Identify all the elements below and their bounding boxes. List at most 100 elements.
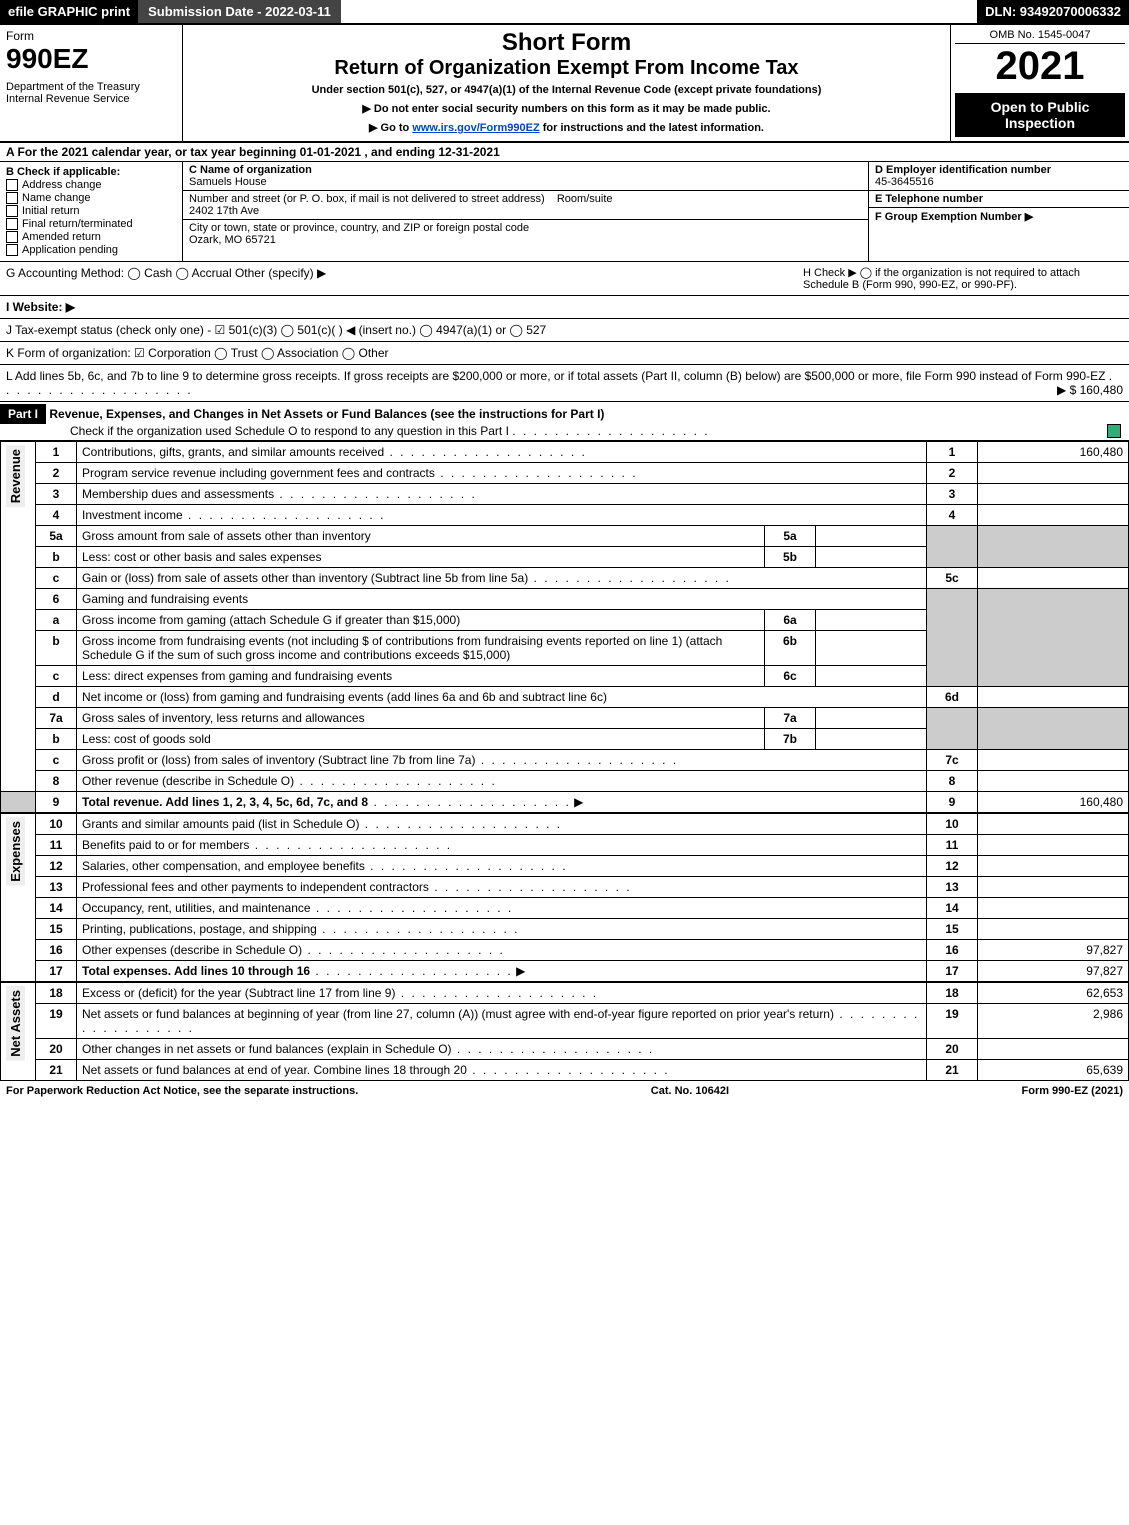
- expenses-table: Expenses 10Grants and similar amounts pa…: [0, 813, 1129, 982]
- footer-left: For Paperwork Reduction Act Notice, see …: [6, 1085, 358, 1097]
- line-15-desc: Printing, publications, postage, and shi…: [82, 922, 317, 936]
- accounting-method: G Accounting Method: ◯ Cash ◯ Accrual Ot…: [6, 266, 803, 291]
- line-2-val: [978, 463, 1129, 484]
- checkbox-pending[interactable]: [6, 244, 18, 256]
- line-7b-desc: Less: cost of goods sold: [77, 729, 765, 750]
- checkbox-name[interactable]: [6, 192, 18, 204]
- section-subtitle: Under section 501(c), 527, or 4947(a)(1)…: [187, 84, 946, 96]
- net-assets-table: Net Assets 18Excess or (deficit) for the…: [0, 982, 1129, 1081]
- part1-checkbox[interactable]: [1107, 424, 1121, 438]
- org-name: Samuels House: [189, 176, 267, 188]
- line-13-desc: Professional fees and other payments to …: [82, 880, 429, 894]
- line-4-val: [978, 505, 1129, 526]
- line-7a-desc: Gross sales of inventory, less returns a…: [77, 708, 765, 729]
- line-9-val: 160,480: [978, 792, 1129, 813]
- dln-label: DLN: 93492070006332: [977, 0, 1129, 23]
- line-6c-desc: Less: direct expenses from gaming and fu…: [77, 666, 765, 687]
- line-21-desc: Net assets or fund balances at end of ye…: [82, 1063, 467, 1077]
- line-9-desc: Total revenue. Add lines 1, 2, 3, 4, 5c,…: [82, 795, 368, 809]
- top-bar: efile GRAPHIC print Submission Date - 20…: [0, 0, 1129, 25]
- line-5c-desc: Gain or (loss) from sale of assets other…: [82, 571, 528, 585]
- form-number: 990EZ: [6, 43, 176, 75]
- revenue-label: Revenue: [6, 445, 25, 507]
- line-3-desc: Membership dues and assessments: [82, 487, 274, 501]
- line-18-val: 62,653: [978, 983, 1129, 1004]
- line-1-rnum: 1: [927, 442, 978, 463]
- line-17-desc: Total expenses. Add lines 10 through 16: [82, 964, 310, 978]
- row-l-text: L Add lines 5b, 6c, and 7b to line 9 to …: [6, 369, 1105, 383]
- line-10-desc: Grants and similar amounts paid (list in…: [82, 817, 359, 831]
- line-16-desc: Other expenses (describe in Schedule O): [82, 943, 302, 957]
- line-6d-desc: Net income or (loss) from gaming and fun…: [82, 690, 607, 704]
- cb-final-label: Final return/terminated: [22, 218, 133, 230]
- line-18-desc: Excess or (deficit) for the year (Subtra…: [82, 986, 395, 1000]
- line-5c-val: [978, 568, 1129, 589]
- line-12-val: [978, 856, 1129, 877]
- line-10-val: [978, 814, 1129, 835]
- header-left: Form 990EZ Department of the Treasury In…: [0, 25, 183, 141]
- ssn-warning: ▶ Do not enter social security numbers o…: [187, 102, 946, 115]
- street-label: Number and street (or P. O. box, if mail…: [189, 193, 545, 205]
- line-7c-desc: Gross profit or (loss) from sales of inv…: [82, 753, 475, 767]
- info-grid: B Check if applicable: Address change Na…: [0, 162, 1129, 262]
- line-6d-val: [978, 687, 1129, 708]
- col-b: B Check if applicable: Address change Na…: [0, 162, 183, 261]
- phone-label: E Telephone number: [875, 193, 983, 205]
- checkbox-final[interactable]: [6, 218, 18, 230]
- footer-right: Form 990-EZ (2021): [1022, 1085, 1123, 1097]
- room-label: Room/suite: [557, 193, 613, 205]
- efile-label: efile GRAPHIC print: [0, 0, 138, 23]
- line-20-desc: Other changes in net assets or fund bala…: [82, 1042, 452, 1056]
- ein-label: D Employer identification number: [875, 164, 1051, 176]
- form-header: Form 990EZ Department of the Treasury In…: [0, 25, 1129, 143]
- open-inspection: Open to Public Inspection: [955, 93, 1125, 137]
- irs-link[interactable]: www.irs.gov/Form990EZ: [412, 122, 539, 134]
- line-1-val: 160,480: [978, 442, 1129, 463]
- group-label: F Group Exemption Number ▶: [875, 211, 1033, 223]
- form-of-org-row: K Form of organization: ☑ Corporation ◯ …: [0, 342, 1129, 365]
- expenses-label: Expenses: [6, 817, 25, 886]
- checkbox-initial[interactable]: [6, 205, 18, 217]
- footer-cat: Cat. No. 10642I: [651, 1085, 729, 1097]
- line-6b-desc: Gross income from fundraising events (no…: [77, 631, 765, 666]
- line-5b-desc: Less: cost or other basis and sales expe…: [77, 547, 765, 568]
- form-word: Form: [6, 29, 176, 43]
- col-b-label: B Check if applicable:: [6, 166, 176, 178]
- line-19-desc: Net assets or fund balances at beginning…: [82, 1007, 834, 1021]
- street-value: 2402 17th Ave: [189, 205, 259, 217]
- line-8-desc: Other revenue (describe in Schedule O): [82, 774, 294, 788]
- submission-date: Submission Date - 2022-03-11: [138, 0, 341, 23]
- line-2-desc: Program service revenue including govern…: [82, 466, 435, 480]
- gross-receipts-row: L Add lines 5b, 6c, and 7b to line 9 to …: [0, 365, 1129, 402]
- line-15-val: [978, 919, 1129, 940]
- line-7c-val: [978, 750, 1129, 771]
- line-21-val: 65,639: [978, 1060, 1129, 1081]
- checkbox-address[interactable]: [6, 179, 18, 191]
- part1-header-row: Part I Revenue, Expenses, and Changes in…: [0, 402, 1129, 441]
- return-title: Return of Organization Exempt From Incom…: [187, 57, 946, 80]
- tax-year: 2021: [955, 44, 1125, 89]
- checkbox-amended[interactable]: [6, 231, 18, 243]
- line-12-desc: Salaries, other compensation, and employ…: [82, 859, 365, 873]
- omb-number: OMB No. 1545-0047: [955, 29, 1125, 44]
- header-center: Short Form Return of Organization Exempt…: [183, 25, 950, 141]
- part1-title: Revenue, Expenses, and Changes in Net As…: [49, 407, 604, 421]
- part1-label: Part I: [0, 404, 46, 424]
- line-4-desc: Investment income: [82, 508, 183, 522]
- line-11-val: [978, 835, 1129, 856]
- revenue-table: Revenue 1 Contributions, gifts, grants, …: [0, 441, 1129, 813]
- line-5a-desc: Gross amount from sale of assets other t…: [77, 526, 765, 547]
- line-6-desc: Gaming and fundraising events: [77, 589, 927, 610]
- dept-label: Department of the Treasury Internal Reve…: [6, 81, 176, 105]
- col-de: D Employer identification number 45-3645…: [868, 162, 1129, 261]
- tax-exempt-row: J Tax-exempt status (check only one) - ☑…: [0, 319, 1129, 342]
- row-gh: G Accounting Method: ◯ Cash ◯ Accrual Ot…: [0, 262, 1129, 296]
- line-17-val: 97,827: [978, 961, 1129, 982]
- instructions-link-row: ▶ Go to www.irs.gov/Form990EZ for instru…: [187, 121, 946, 134]
- header-right: OMB No. 1545-0047 2021 Open to Public In…: [950, 25, 1129, 141]
- website-row: I Website: ▶: [0, 296, 1129, 319]
- instr-post: for instructions and the latest informat…: [543, 122, 764, 134]
- page-footer: For Paperwork Reduction Act Notice, see …: [0, 1081, 1129, 1101]
- schedule-b-check: H Check ▶ ◯ if the organization is not r…: [803, 266, 1123, 291]
- cb-addr-label: Address change: [22, 179, 102, 191]
